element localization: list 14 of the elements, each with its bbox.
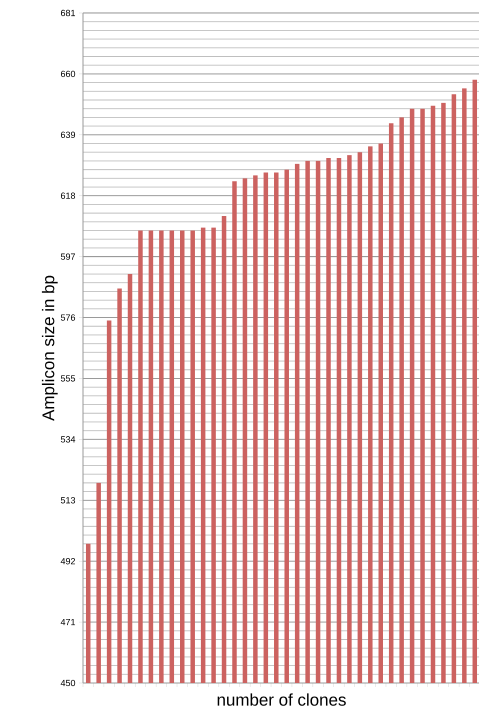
y-tick-label: 597 — [60, 253, 76, 260]
y-tick-label: 681 — [60, 10, 76, 16]
y-tick-label: 618 — [60, 192, 76, 199]
y-tick-label: 639 — [60, 132, 76, 138]
y-tick-label: 513 — [60, 497, 76, 504]
y-tick-label: 660 — [60, 70, 76, 78]
y-tick-label: 576 — [60, 314, 76, 321]
y-tick-label: 471 — [60, 619, 76, 626]
y-tick-label: 492 — [60, 558, 76, 564]
y-tick-label: 450 — [60, 680, 76, 686]
x-axis-title: number of clones — [218, 693, 346, 706]
y-axis-title: Amplicon size in bp — [42, 276, 58, 421]
y-tick-label: 555 — [60, 375, 76, 382]
y-tick-label: 534 — [60, 436, 76, 443]
